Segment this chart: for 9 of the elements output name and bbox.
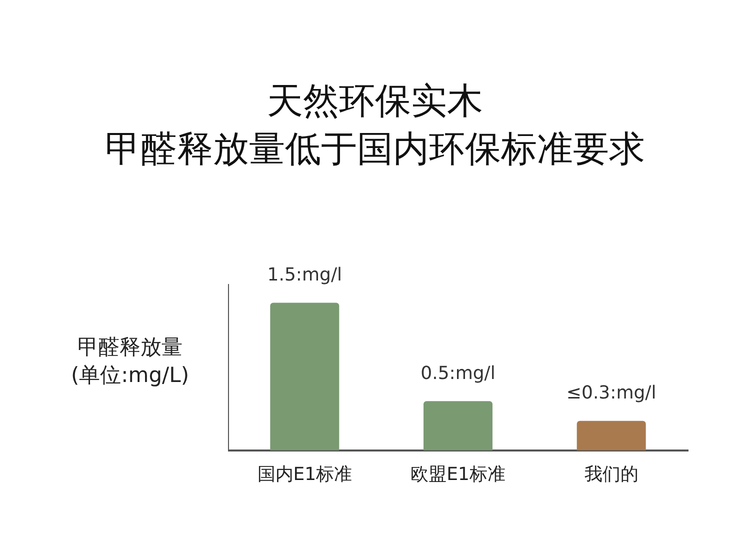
data-label: 1.5:mg/l bbox=[267, 264, 342, 286]
x-tick-label: 欧盟E1标准 bbox=[410, 464, 506, 485]
chart-title: 天然环保实木 bbox=[266, 80, 484, 124]
data-label: 0.5:mg/l bbox=[420, 362, 496, 384]
data-label: ≤0.3:mg/l bbox=[566, 382, 656, 404]
chart-subtitle: 甲醛释放量低于国内环保标准要求 bbox=[104, 128, 646, 172]
x-tick-label: 国内E1标准 bbox=[257, 464, 352, 485]
x-tick-label: 我们的 bbox=[584, 464, 638, 485]
y-axis-title: 甲醛释放量 (单位:mg/L) bbox=[70, 334, 190, 389]
